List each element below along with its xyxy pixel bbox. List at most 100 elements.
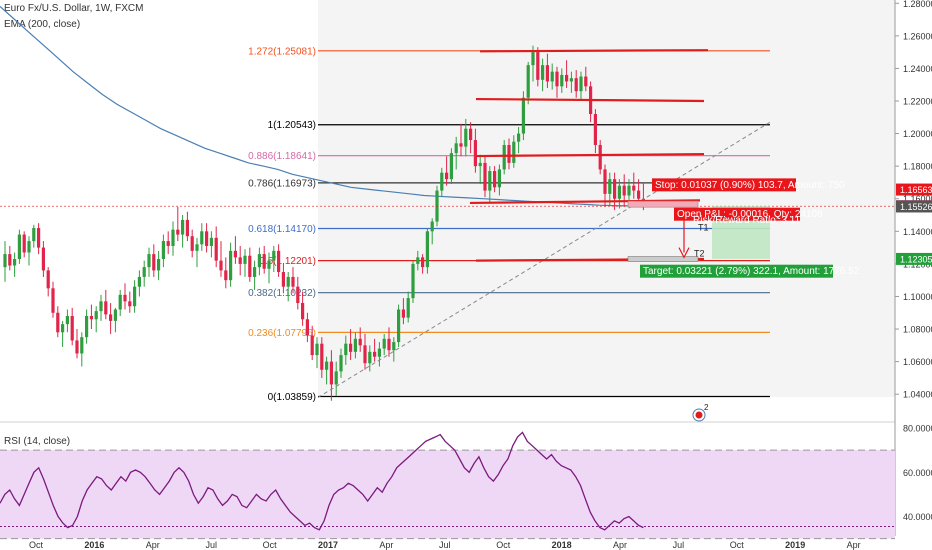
candle-body-4	[22, 234, 26, 253]
candle-22	[109, 302, 113, 334]
price-tick-label-8: 1.20000	[903, 129, 932, 139]
candle-body-45	[219, 260, 223, 271]
candle-125	[603, 164, 607, 207]
candle-body-12	[61, 324, 65, 333]
candle-33	[161, 234, 165, 268]
candle-body-126	[608, 179, 612, 194]
candle-128	[617, 179, 621, 209]
candle-body-100	[483, 162, 487, 191]
flag-icon-dot	[695, 411, 703, 419]
candle-78	[377, 342, 381, 367]
candle-body-78	[377, 348, 381, 357]
time-label-11: Jul	[673, 540, 685, 550]
candle-body-119	[574, 78, 578, 92]
candle-body-129	[622, 185, 626, 196]
candle-body-31	[152, 254, 156, 271]
candle-body-21	[104, 301, 108, 315]
candle-body-131	[632, 185, 636, 191]
fib-level-label-5: 0.5(1.12201)	[259, 256, 316, 267]
candle-56	[272, 245, 276, 273]
candle-45	[219, 241, 223, 277]
candle-116	[560, 68, 564, 93]
candle-62	[301, 291, 305, 326]
candle-body-73	[353, 338, 357, 352]
candle-97	[469, 122, 473, 154]
candle-70	[339, 348, 343, 378]
candle-body-113	[545, 65, 549, 82]
candle-8	[41, 241, 45, 277]
candle-40	[195, 237, 199, 268]
candle-body-41	[200, 231, 204, 245]
candle-4	[22, 231, 26, 258]
candle-11	[56, 306, 60, 338]
candle-body-120	[579, 76, 583, 92]
candle-111	[536, 47, 540, 87]
candle-body-103	[497, 169, 501, 188]
candle-body-108	[521, 97, 525, 134]
candle-body-38	[185, 219, 189, 237]
candle-body-54	[262, 254, 266, 269]
chart-title: Euro Fx/U.S. Dollar, 1W, FXCM	[4, 3, 144, 14]
time-label-2: Apr	[146, 540, 160, 550]
candle-body-128	[617, 185, 621, 199]
candle-body-112	[541, 65, 545, 80]
price-tick-label-7: 1.18000	[903, 162, 932, 172]
stop-label-text: Stop: 0.01037 (0.90%) 103.7, Amount: 750	[655, 180, 845, 191]
candle-body-59	[286, 276, 290, 287]
candle-30	[147, 247, 151, 277]
candle-73	[353, 332, 357, 359]
candle-body-70	[339, 355, 343, 372]
candle-126	[608, 172, 612, 206]
candle-106	[512, 135, 516, 168]
price-tag-text-0: 1.16563	[900, 185, 932, 195]
time-label-10: Apr	[613, 540, 627, 550]
rsi-tick-label-1: 60.0000	[903, 468, 932, 478]
time-label-14: Apr	[847, 540, 861, 550]
candle-127	[613, 172, 617, 211]
price-tick-label-5: 1.14000	[903, 227, 932, 237]
candle-body-50	[243, 255, 247, 264]
candle-16	[80, 332, 84, 367]
candle-99	[478, 154, 482, 185]
drawing-tools: Stop: 0.01037 (0.90%) 103.7, Amount: 750…	[0, 49, 895, 422]
candle-body-93	[449, 153, 453, 180]
candle-body-29	[142, 267, 146, 277]
candle-body-72	[349, 343, 353, 352]
candle-71	[344, 335, 348, 365]
candle-49	[238, 245, 242, 276]
candle-67	[325, 356, 329, 385]
candle-29	[142, 260, 146, 287]
candle-body-40	[195, 244, 199, 251]
candle-34	[166, 231, 170, 255]
candle-60	[291, 267, 295, 294]
candle-41	[200, 223, 204, 251]
candle-17	[85, 309, 89, 344]
candle-130	[627, 179, 631, 204]
candle-body-32	[157, 258, 161, 271]
candle-body-109	[526, 65, 530, 98]
candle-body-62	[301, 302, 305, 320]
candle-body-15	[75, 340, 79, 354]
candle-35	[171, 221, 175, 256]
target-label-bg	[640, 264, 833, 278]
time-label-3: Jul	[205, 540, 217, 550]
candle-body-16	[80, 337, 84, 354]
time-label-9: 2018	[552, 540, 572, 550]
time-label-13: 2019	[785, 540, 805, 550]
candle-body-57	[277, 250, 281, 273]
candle-body-30	[147, 254, 151, 268]
candle-96	[464, 118, 468, 157]
candle-body-102	[493, 171, 497, 188]
candle-124	[598, 140, 602, 175]
price-tag-text-3: 1.12305	[900, 254, 932, 264]
price-tick-label-2: 1.08000	[903, 325, 932, 335]
price-tick-label-1: 1.06000	[903, 357, 932, 367]
candle-114	[550, 63, 554, 90]
candle-body-34	[166, 241, 170, 246]
candle-body-83	[401, 309, 405, 318]
candle-13	[65, 309, 69, 333]
price-tick-label-6: 1.16000	[903, 194, 932, 204]
fib-level-label-2: 0.886(1.18641)	[248, 151, 316, 162]
price-tick-label-0: 1.04000	[903, 390, 932, 400]
rsi-pane: 40.0000 60.0000 80.0000	[0, 424, 932, 540]
